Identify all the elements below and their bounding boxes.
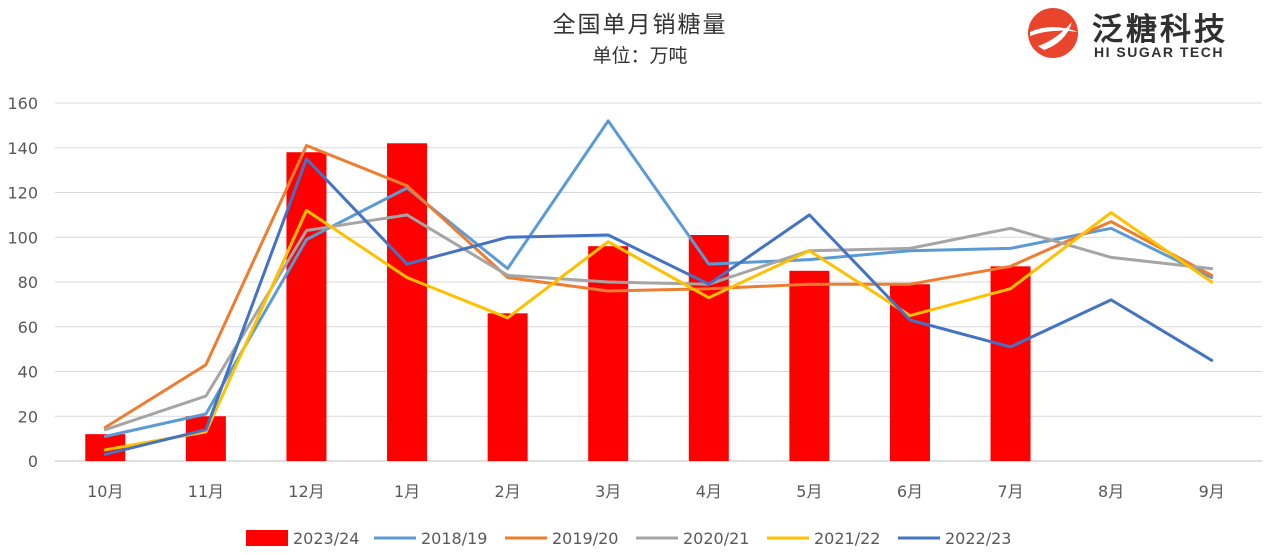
y-tick-label: 80 (18, 273, 38, 292)
x-tick-label: 8月 (1098, 482, 1124, 501)
line-series-2022/23 (103, 157, 1214, 456)
y-tick-label: 160 (7, 94, 38, 113)
bar-2023/24 (487, 313, 528, 461)
line-series-2020/21 (103, 213, 1214, 432)
y-tick-label: 20 (18, 407, 38, 426)
bar-2023/24 (789, 270, 830, 461)
x-tick-label: 6月 (897, 482, 923, 501)
bar-2023/24 (286, 152, 327, 461)
chart-title: 全国单月销糖量 (552, 12, 728, 38)
y-tick-label: 0 (28, 452, 38, 471)
line-series-2021/22 (103, 208, 1214, 452)
chart-subtitle: 单位：万吨 (592, 45, 688, 67)
legend-label: 2023/24 (293, 529, 359, 548)
y-tick-label: 60 (18, 318, 38, 337)
bar-2023/24 (387, 143, 428, 461)
y-tick-label: 140 (7, 139, 38, 158)
title-block: 全国单月销糖量 单位：万吨 (440, 8, 840, 70)
logo-name-en: HI SUGAR TECH (1094, 44, 1224, 60)
logo: 泛糖科技 HI SUGAR TECH (1020, 2, 1275, 64)
bar-2023/24 (990, 266, 1031, 461)
legend-label: 2021/22 (814, 529, 880, 548)
x-tick-label: 3月 (595, 482, 621, 501)
x-tick-label: 7月 (997, 482, 1023, 501)
bar-2023/24 (889, 284, 930, 461)
x-tick-label: 12月 (288, 482, 324, 501)
x-tick-label: 1月 (394, 482, 420, 501)
x-tick-label: 10月 (87, 482, 123, 501)
legend-label: 2019/20 (552, 529, 618, 548)
x-tick-label: 11月 (188, 482, 224, 501)
line-series-2018/19 (103, 119, 1214, 438)
logo-name-cn: 泛糖科技 (1092, 12, 1228, 48)
x-tick-label: 4月 (696, 482, 722, 501)
x-tick-label: 2月 (495, 482, 521, 501)
y-tick-label: 100 (7, 228, 38, 247)
x-tick-label: 5月 (796, 482, 822, 501)
logo-mark-icon (1028, 8, 1078, 58)
y-tick-label: 120 (7, 184, 38, 203)
y-tick-label: 40 (18, 363, 38, 382)
legend-swatch-bar (246, 530, 288, 546)
x-tick-label: 9月 (1199, 482, 1225, 501)
bar-2023/24 (688, 235, 729, 461)
bar-2023/24 (588, 246, 629, 461)
legend-label: 2020/21 (683, 529, 749, 548)
bar-2023/24 (185, 416, 226, 461)
legend-label: 2022/23 (945, 529, 1011, 548)
legend-label: 2018/19 (421, 529, 487, 548)
line-series-2019/20 (103, 144, 1214, 429)
